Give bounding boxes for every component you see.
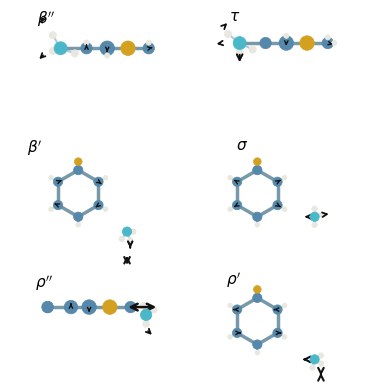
- Circle shape: [282, 335, 287, 339]
- Circle shape: [82, 300, 96, 314]
- Circle shape: [228, 303, 232, 308]
- Circle shape: [322, 37, 333, 49]
- Circle shape: [64, 300, 78, 314]
- Circle shape: [42, 301, 53, 313]
- Text: $\tau$: $\tau$: [229, 9, 240, 25]
- Circle shape: [119, 236, 124, 242]
- Circle shape: [121, 41, 135, 56]
- Circle shape: [74, 212, 83, 221]
- Circle shape: [228, 175, 232, 180]
- Circle shape: [253, 212, 262, 221]
- Circle shape: [49, 32, 56, 39]
- Circle shape: [74, 158, 82, 165]
- Circle shape: [102, 300, 117, 314]
- Text: $\rho'$: $\rho'$: [226, 270, 241, 290]
- Circle shape: [310, 355, 319, 364]
- Circle shape: [332, 40, 337, 46]
- Circle shape: [282, 303, 287, 308]
- Circle shape: [282, 175, 287, 180]
- Circle shape: [127, 237, 133, 243]
- Circle shape: [100, 41, 115, 56]
- Circle shape: [253, 340, 262, 349]
- Circle shape: [71, 50, 79, 57]
- Circle shape: [300, 36, 314, 50]
- Circle shape: [284, 33, 289, 39]
- Circle shape: [81, 42, 92, 54]
- Circle shape: [232, 200, 242, 210]
- Circle shape: [232, 328, 242, 338]
- Circle shape: [273, 200, 282, 210]
- Circle shape: [232, 305, 242, 314]
- Circle shape: [42, 301, 53, 313]
- Circle shape: [255, 223, 260, 227]
- Circle shape: [253, 165, 262, 175]
- Circle shape: [105, 53, 110, 58]
- Circle shape: [236, 49, 243, 56]
- Circle shape: [84, 40, 89, 45]
- Circle shape: [53, 200, 63, 210]
- Circle shape: [282, 207, 287, 212]
- Circle shape: [140, 302, 147, 309]
- Circle shape: [310, 364, 315, 370]
- Circle shape: [49, 207, 53, 212]
- Text: $\beta'$: $\beta'$: [27, 138, 43, 158]
- Text: $\sigma$: $\sigma$: [236, 138, 248, 153]
- Circle shape: [312, 222, 318, 228]
- Circle shape: [228, 207, 232, 212]
- Circle shape: [312, 206, 318, 212]
- Circle shape: [94, 177, 103, 186]
- Circle shape: [279, 36, 294, 50]
- Circle shape: [232, 177, 242, 186]
- Circle shape: [273, 305, 282, 314]
- Circle shape: [49, 47, 56, 54]
- Circle shape: [233, 37, 246, 49]
- Circle shape: [49, 175, 53, 180]
- Circle shape: [131, 229, 136, 234]
- Text: $\rho''$: $\rho''$: [35, 273, 53, 293]
- Circle shape: [318, 353, 324, 358]
- Text: $\beta''$: $\beta''$: [37, 9, 56, 29]
- Circle shape: [143, 321, 149, 327]
- Circle shape: [310, 212, 319, 221]
- Circle shape: [74, 165, 83, 175]
- Circle shape: [255, 350, 260, 355]
- Circle shape: [254, 286, 261, 293]
- Circle shape: [122, 227, 132, 236]
- Circle shape: [273, 328, 282, 338]
- Circle shape: [146, 40, 151, 45]
- Circle shape: [125, 301, 136, 313]
- Circle shape: [253, 293, 262, 303]
- Circle shape: [260, 37, 271, 49]
- Circle shape: [249, 46, 256, 53]
- Circle shape: [228, 335, 232, 339]
- Circle shape: [94, 200, 103, 210]
- Circle shape: [54, 42, 67, 55]
- Circle shape: [318, 361, 324, 366]
- Circle shape: [140, 309, 152, 321]
- Circle shape: [225, 30, 232, 38]
- Circle shape: [254, 158, 261, 165]
- Circle shape: [150, 306, 157, 313]
- Circle shape: [143, 42, 155, 54]
- Circle shape: [76, 223, 81, 227]
- Circle shape: [103, 175, 108, 180]
- Circle shape: [273, 177, 282, 186]
- Circle shape: [53, 177, 63, 186]
- Circle shape: [103, 207, 108, 212]
- Circle shape: [319, 212, 325, 217]
- Circle shape: [325, 35, 330, 40]
